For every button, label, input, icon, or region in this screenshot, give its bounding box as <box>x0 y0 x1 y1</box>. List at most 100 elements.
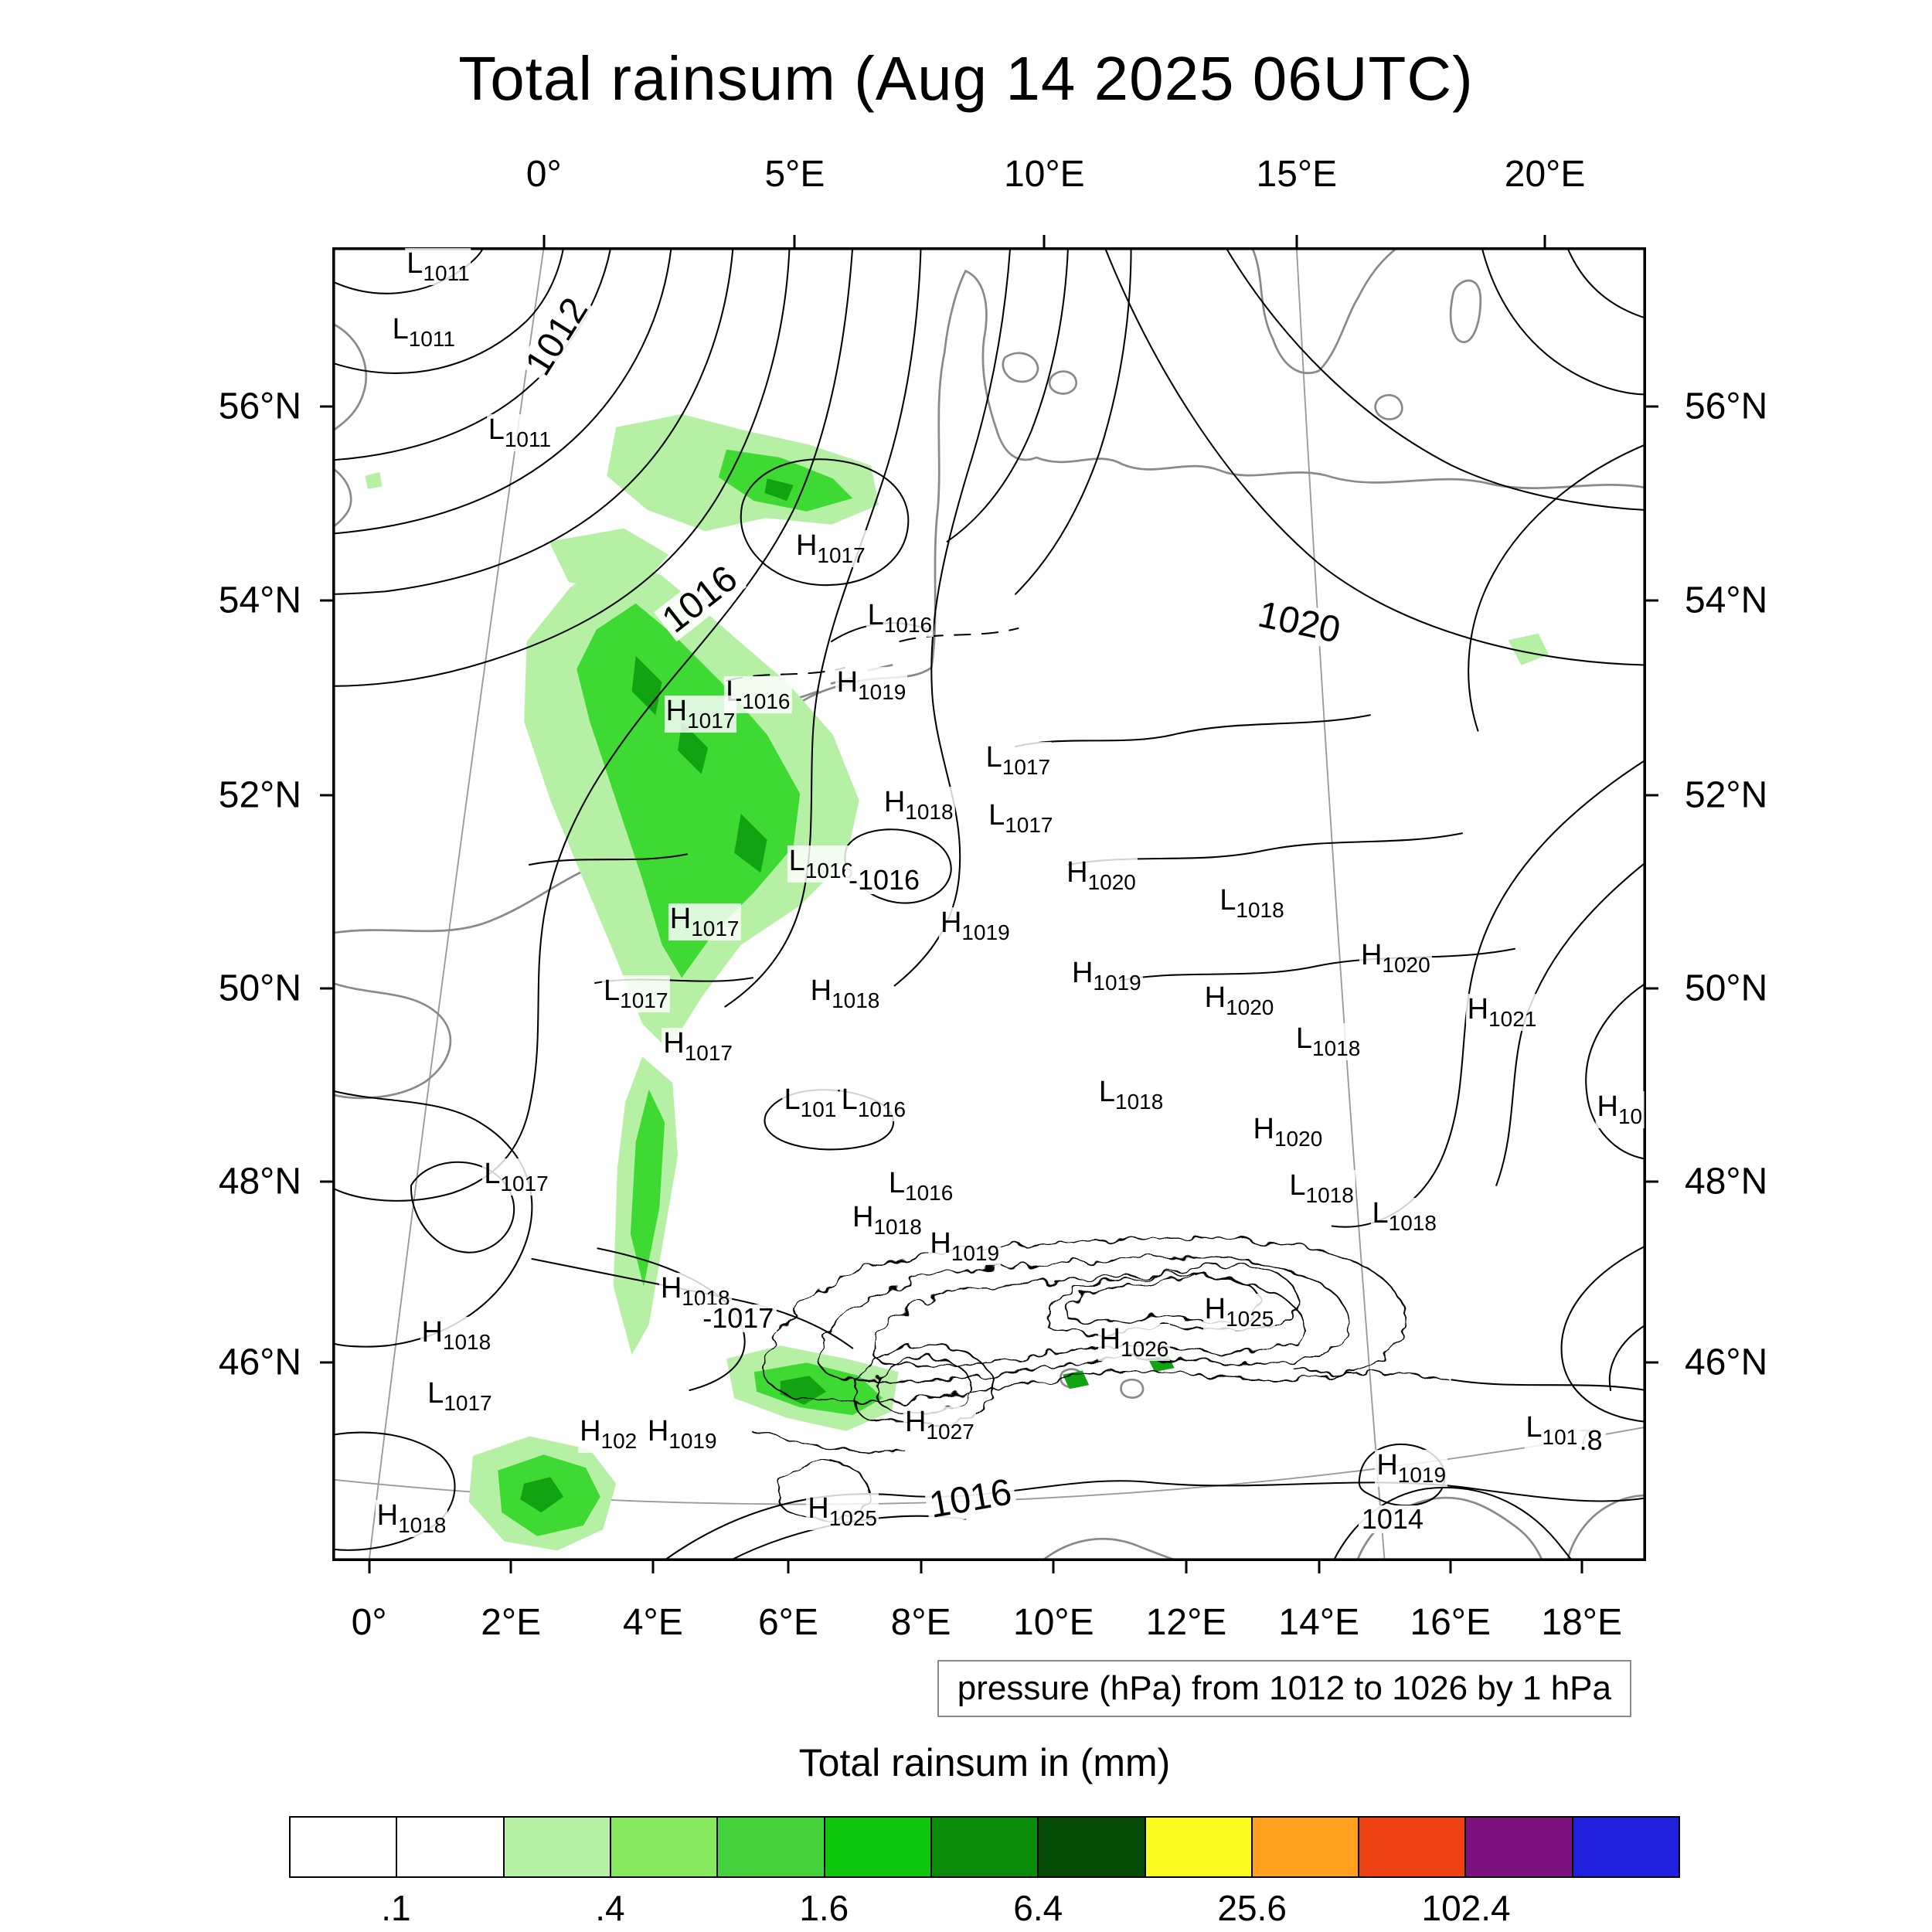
colorbar-swatch <box>1252 1818 1360 1876</box>
pressure-marker-l: L1018 <box>1370 1196 1438 1235</box>
contour-label: -1016 <box>845 866 923 895</box>
tick-mark <box>320 599 332 602</box>
pressure-letter: H <box>852 1200 874 1233</box>
tick-mark <box>793 235 796 247</box>
contour-label: 1016 <box>923 1471 1018 1526</box>
axis-label: 15°E <box>1256 154 1338 195</box>
pressure-value: 1016 <box>804 859 854 883</box>
rain-areas <box>365 413 1549 1551</box>
colorbar-label: 102.4 <box>1421 1888 1511 1928</box>
pressure-marker-h: H1020 <box>1065 857 1138 895</box>
pressure-marker-l: L1016 <box>886 1166 955 1205</box>
pressure-letter: H <box>580 1414 601 1447</box>
pressure-value: 1018 <box>442 1330 492 1355</box>
pressure-marker-h: H1018 <box>420 1316 493 1355</box>
pressure-marker-h: H1019 <box>835 665 908 704</box>
colorbar-swatch <box>718 1818 825 1876</box>
colorbar-swatch <box>504 1818 611 1876</box>
pressure-value: 1019 <box>1397 1463 1447 1488</box>
pressure-value: 10 <box>1617 1104 1643 1128</box>
tick-mark <box>1052 1561 1055 1573</box>
map-panel: L1011 L1011 L1011 H1017 L1016 L1016 H1019 H1017… <box>219 154 1768 1643</box>
colorbar-swatch <box>1039 1818 1146 1876</box>
pressure-letter: H <box>795 529 818 563</box>
pressure-marker-h: H1019 <box>928 1226 1002 1265</box>
pressure-letter: H <box>647 1414 669 1447</box>
axis-label: 46°N <box>1685 1342 1768 1383</box>
pressure-letter: H <box>376 1498 399 1532</box>
tick-mark <box>320 1180 332 1183</box>
pressure-marker-h: H1021 <box>1465 994 1539 1032</box>
tick-mark <box>1543 235 1546 247</box>
pressure-marker-l: L1017 <box>426 1377 494 1415</box>
pressure-letter: L <box>1372 1196 1389 1230</box>
pressure-marker-l: L1016 <box>787 845 855 883</box>
tick-mark <box>543 235 546 247</box>
pressure-marker-h: H1020 <box>1251 1113 1325 1151</box>
pressure-marker-l: L1018 <box>1097 1077 1165 1114</box>
tick-mark <box>1185 1561 1188 1573</box>
pressure-letter: H <box>669 902 692 935</box>
colorbar-swatch <box>1145 1818 1253 1876</box>
axis-top: 0° 5°E 10°E 15°E 20°E <box>332 153 1646 199</box>
axis-label: 46°N <box>218 1342 301 1383</box>
pressure-value: 1016 <box>883 613 933 638</box>
axis-label: 0° <box>526 154 562 195</box>
pressure-value: 1019 <box>1093 970 1141 995</box>
pressure-letter: L <box>1098 1076 1116 1109</box>
tick-mark <box>1646 794 1658 797</box>
pressure-letter: H <box>883 785 906 818</box>
pressure-marker-h: H1026 <box>1097 1323 1171 1361</box>
axis-label: 12°E <box>1145 1602 1227 1643</box>
pressure-marker-h: H1020 <box>1359 940 1432 978</box>
axis-bottom: 0° 2°E 4°E 6°E 8°E 10°E 12°E 14°E 16°E 18°E <box>332 1601 1646 1648</box>
pressure-value: 1020 <box>1274 1126 1323 1151</box>
colorbar-label: 25.6 <box>1217 1888 1287 1928</box>
pressure-marker-l: L1011 <box>405 247 471 285</box>
axis-label: 18°E <box>1541 1602 1622 1643</box>
pressure-value: 1017 <box>684 1041 733 1066</box>
pressure-letter: L <box>392 312 409 345</box>
pressure-letter: L <box>985 740 1002 774</box>
axis-left: 56°N 54°N 52°N 50°N 48°N 46°N <box>116 247 301 1561</box>
pressure-letter: L <box>1289 1168 1306 1202</box>
pressure-value: 1018 <box>1312 1036 1361 1060</box>
pressure-letter: H <box>930 1226 951 1260</box>
colorbar-label: 6.4 <box>1013 1888 1063 1928</box>
pressure-value: 1017 <box>687 709 736 733</box>
pressure-marker-h: H10 <box>1595 1090 1645 1128</box>
pressure-letter: H <box>836 665 859 699</box>
pressure-letter: H <box>808 1492 829 1526</box>
pressure-letter: L <box>988 798 1005 832</box>
pressure-letter: L <box>867 599 884 632</box>
colorbar-swatch <box>1466 1818 1573 1876</box>
pressure-letter: H <box>1204 981 1226 1014</box>
axis-label: 48°N <box>218 1161 301 1202</box>
pressure-value: 1019 <box>858 679 906 704</box>
pressure-value: 1019 <box>668 1428 717 1453</box>
axis-label: 8°E <box>890 1602 951 1643</box>
pressure-letter: L <box>603 975 621 1008</box>
pressure-value: 1025 <box>828 1506 877 1531</box>
pressure-letter: H <box>421 1316 443 1349</box>
contour-label: .8 <box>1576 1426 1606 1454</box>
pressure-letter: H <box>1204 1292 1226 1325</box>
pressure-caption: pressure (hPa) from 1012 to 1026 by 1 hP… <box>937 1660 1631 1717</box>
axis-label: 10°E <box>1012 1602 1094 1643</box>
tick-mark <box>320 405 332 408</box>
tick-mark <box>1646 1361 1658 1364</box>
contour-label: 1012 <box>517 289 597 384</box>
pressure-value: 1020 <box>1087 870 1136 895</box>
pressure-value: 1017 <box>1002 754 1051 779</box>
axis-label: 20°E <box>1504 154 1586 195</box>
axis-label: 52°N <box>1685 774 1768 816</box>
pressure-marker-h: H1020 <box>1202 981 1276 1019</box>
pressure-marker-l: L1017 <box>601 975 670 1013</box>
tick-mark <box>320 987 332 990</box>
rain-medium <box>498 449 883 1536</box>
pressure-value: 101 <box>800 1097 837 1122</box>
pressure-letter: L <box>888 1166 906 1199</box>
pressure-value: 1018 <box>832 988 880 1013</box>
pressure-letter: L <box>488 413 505 447</box>
